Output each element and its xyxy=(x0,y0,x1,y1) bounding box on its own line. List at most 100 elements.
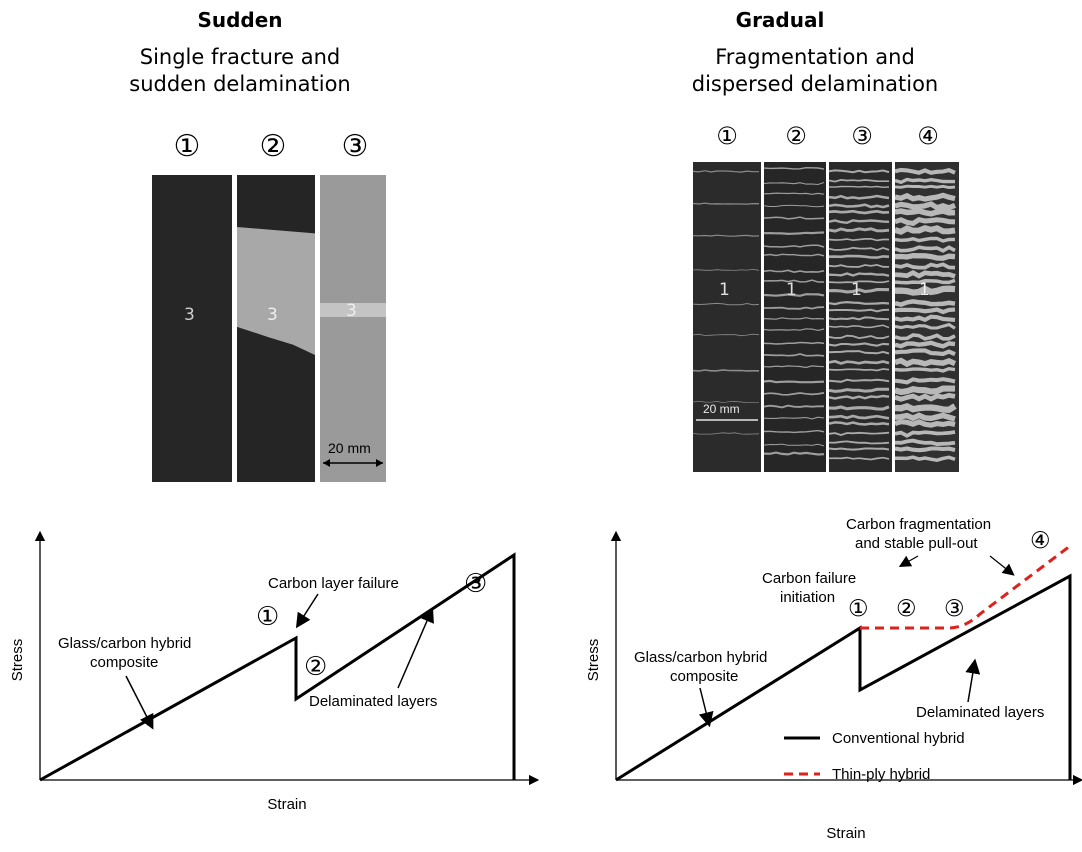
crack-line xyxy=(829,368,890,372)
crack-line xyxy=(895,455,956,462)
gradual-subtitle-line2: dispersed delamination xyxy=(691,72,939,96)
crack-line xyxy=(829,324,890,329)
crack-line xyxy=(895,438,956,447)
crack-line xyxy=(895,217,956,227)
crack-line xyxy=(693,268,760,271)
crack-line xyxy=(764,216,825,220)
crack-line xyxy=(829,308,890,313)
crack-line xyxy=(764,353,825,357)
right-delaminated-arrow xyxy=(965,658,981,703)
crack-line xyxy=(895,262,956,270)
gradual-strip-4-cracks xyxy=(895,167,957,462)
left-glass-carbon-label-1: Glass/carbon hybrid xyxy=(58,635,191,652)
left-stage-marker-2: ② xyxy=(304,652,327,682)
crack-line xyxy=(764,244,825,248)
crack-line xyxy=(829,203,890,209)
crack-line xyxy=(764,429,825,434)
right-carbon-fragmentation-label-1: Carbon fragmentation xyxy=(846,516,991,533)
sudden-photo-number-3: ③ xyxy=(341,129,369,164)
right-carbon-failure-label-2: initiation xyxy=(780,589,835,606)
crack-line xyxy=(829,280,890,284)
crack-line xyxy=(895,357,957,368)
crack-line xyxy=(895,253,956,261)
specimen-mark: 3 xyxy=(267,305,278,325)
right-stage-marker-1: ① xyxy=(848,596,869,622)
crack-line xyxy=(895,366,956,373)
specimen-band xyxy=(320,303,386,317)
right-glass-carbon-label-2: composite xyxy=(670,668,738,685)
right-carbon-fragmentation-label-2: and stable pull-out xyxy=(855,535,978,552)
conventional-hybrid-curve xyxy=(615,573,1072,782)
crack-line xyxy=(693,333,760,337)
sudden-specimen-photo-1: 3 xyxy=(152,175,232,482)
crack-line xyxy=(764,166,825,170)
crack-line xyxy=(829,394,890,400)
right-y-axis-label: Stress xyxy=(585,639,602,682)
crack-line xyxy=(693,400,759,404)
specimen-mark: 1 xyxy=(719,280,730,300)
crack-line xyxy=(895,177,955,185)
crack-line xyxy=(764,317,825,320)
crack-line xyxy=(829,254,890,259)
crack-line xyxy=(693,170,759,173)
crack-line xyxy=(829,237,889,242)
crack-line xyxy=(829,246,890,252)
crack-line xyxy=(829,447,890,451)
gradual-strip-2-cracks xyxy=(764,166,825,456)
crack-line xyxy=(764,451,825,456)
crack-line xyxy=(895,192,956,202)
crack-line xyxy=(829,300,890,306)
right-stage-marker-4: ④ xyxy=(1030,528,1051,554)
crack-line xyxy=(693,202,760,205)
crack-line xyxy=(764,443,825,447)
right-delaminated-label: Delaminated layers xyxy=(916,704,1044,721)
crack-line xyxy=(764,231,825,236)
crack-line xyxy=(895,333,956,341)
scale-label: 20 mm xyxy=(703,402,740,416)
sudden-photo-number-1: ① xyxy=(173,129,201,164)
sudden-title: Sudden xyxy=(197,8,283,32)
crack-line xyxy=(895,348,956,357)
legend-thin-ply-label: Thin-ply hybrid xyxy=(832,766,930,783)
crack-line xyxy=(895,385,956,396)
crack-line xyxy=(895,377,956,385)
gradual-strip-1-cracks xyxy=(693,170,760,435)
crack-line xyxy=(829,185,890,189)
crack-line xyxy=(895,201,956,211)
crack-line xyxy=(829,387,890,393)
crack-line xyxy=(829,179,889,183)
crack-line xyxy=(895,340,956,349)
crack-line xyxy=(829,169,890,174)
crack-line xyxy=(693,432,760,435)
crack-line xyxy=(764,293,825,297)
right-stage-marker-2: ② xyxy=(896,596,917,622)
crack-line xyxy=(829,334,890,340)
crack-line xyxy=(693,369,759,372)
gradual-photo-number-1: ① xyxy=(716,122,738,150)
crack-line xyxy=(829,431,890,436)
left-glass-carbon-arrow xyxy=(125,675,154,730)
crack-line xyxy=(829,342,890,347)
specimen-mark: 1 xyxy=(919,280,930,300)
crack-line xyxy=(764,279,824,283)
crack-line xyxy=(764,416,825,420)
crack-line xyxy=(829,316,890,321)
crack-line xyxy=(829,414,890,420)
crack-line xyxy=(764,204,825,208)
crack-line xyxy=(764,404,824,409)
gradual-specimen-photo-4: 1 xyxy=(895,162,959,472)
crack-line xyxy=(829,350,890,355)
crack-line xyxy=(895,419,956,428)
gradual-photo-number-4: ④ xyxy=(917,122,939,150)
gradual-title: Gradual xyxy=(735,8,825,32)
crack-line xyxy=(895,236,956,243)
gradual-specimen-photo-3: 1 xyxy=(829,162,892,472)
gradual-strip-3-cracks xyxy=(829,169,890,461)
crack-line xyxy=(895,412,956,422)
crack-line xyxy=(764,181,825,186)
left-stress-strain-curve xyxy=(39,552,516,782)
crack-line xyxy=(829,272,890,277)
sudden-subtitle-line1: Single fracture and xyxy=(139,45,341,69)
right-fragmentation-arrow-right xyxy=(989,555,1015,576)
crack-line xyxy=(895,270,956,279)
